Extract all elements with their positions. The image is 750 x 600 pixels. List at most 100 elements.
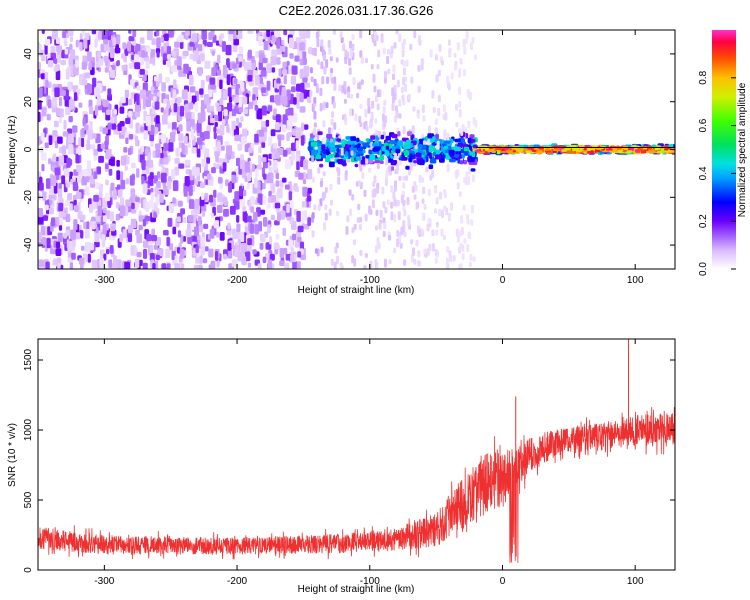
heatmap-cell [293, 97, 297, 105]
heatmap-cell [149, 172, 154, 180]
heatmap-cell [154, 186, 158, 197]
heatmap-cell [263, 40, 269, 51]
heatmap-cell [119, 171, 124, 181]
heatmap-cell [393, 186, 397, 192]
heatmap-cell [52, 130, 58, 137]
heatmap-cell [470, 139, 476, 143]
heatmap-cell [385, 135, 391, 141]
heatmap-cell [176, 106, 180, 116]
heatmap-cell [400, 86, 404, 94]
heatmap-cell [152, 263, 156, 269]
heatmap-cell [162, 114, 168, 125]
colorbar-tick-label: 0.2 [698, 214, 709, 228]
heatmap-cell [428, 164, 434, 170]
heatmap-cell [307, 187, 312, 194]
heatmap-cell [351, 43, 355, 52]
heatmap-cell [150, 192, 154, 201]
heatmap-cell [174, 263, 181, 269]
heatmap-cell [354, 163, 359, 168]
heatmap-cell [119, 106, 125, 114]
heatmap-cell [81, 30, 86, 36]
heatmap-cell [403, 209, 407, 217]
heatmap-cell [276, 78, 281, 84]
heatmap-cell [361, 171, 365, 180]
heatmap-cell [359, 103, 363, 109]
heatmap-cell [336, 159, 343, 163]
heatmap-cell [439, 191, 443, 200]
heatmap-cell [258, 154, 262, 165]
heatmap-cell [279, 248, 285, 258]
heatmap-cell [359, 216, 363, 223]
heatmap-cell [81, 169, 88, 177]
heatmap-cell [418, 143, 423, 150]
heatmap-cell [239, 185, 243, 197]
heatmap-cell [142, 262, 148, 269]
heatmap-cell [197, 44, 203, 52]
heatmap-cell [342, 43, 346, 52]
heatmap-cell [325, 149, 330, 156]
heatmap-cell [191, 166, 197, 176]
heatmap-cell [391, 87, 395, 97]
heatmap-cell [236, 157, 241, 167]
heatmap-cell [78, 102, 83, 108]
heatmap-cell [155, 115, 160, 124]
heatmap-cell [316, 38, 320, 48]
colorbar-tick-label: 0.6 [698, 118, 709, 132]
heatmap-cell [313, 122, 317, 128]
heatmap-cell [260, 234, 266, 242]
colorbar: 0.0 0.2 0.4 0.6 0.8 Normalized spectral ampl… [698, 30, 748, 276]
heatmap-x-ticks: -300 -200 -100 0 100 [94, 30, 644, 286]
heatmap-cell [319, 103, 323, 112]
heatmap-cell [296, 161, 300, 171]
heatmap-cell [213, 130, 217, 140]
heatmap-cell [124, 165, 128, 171]
heatmap-cell [371, 199, 375, 209]
heatmap-cell [52, 258, 58, 266]
heatmap-cell [385, 145, 390, 150]
heatmap-cell [418, 39, 422, 46]
heatmap-cell [267, 259, 273, 269]
heatmap-cell [231, 174, 236, 184]
heatmap-cell [110, 69, 116, 79]
heatmap-cell [288, 191, 293, 201]
heatmap-cell [115, 202, 120, 209]
heatmap-cell [663, 145, 669, 149]
heatmap-cell [223, 70, 227, 78]
heatmap-cell [167, 122, 172, 129]
heatmap-cell [202, 258, 208, 264]
heatmap-cell [204, 60, 211, 69]
heatmap-cell [358, 115, 362, 124]
heatmap-cell [167, 181, 172, 190]
heatmap-cell [329, 56, 333, 62]
heatmap-cell [174, 157, 180, 164]
heatmap-cell [368, 205, 372, 215]
heatmap-cell [441, 60, 444, 66]
heatmap-cell [216, 105, 222, 112]
heatmap-cell [388, 234, 392, 241]
heatmap-cell [65, 213, 71, 223]
heatmap-cell [421, 177, 425, 183]
heatmap-cell [178, 124, 183, 132]
heatmap-cell [290, 75, 297, 85]
heatmap-cell [200, 79, 205, 90]
heatmap-cell [60, 90, 66, 96]
heatmap-cell [83, 124, 89, 131]
heatmap-cell [289, 53, 294, 59]
heatmap-cell [68, 99, 75, 110]
heatmap-cell [166, 54, 171, 60]
heatmap-cell [254, 224, 259, 235]
heatmap-cell [256, 164, 262, 170]
heatmap-cell [105, 179, 109, 186]
heatmap-cell [188, 199, 195, 209]
heatmap-cell [336, 138, 341, 142]
heatmap-cell [396, 238, 400, 248]
heatmap-cell [260, 209, 266, 215]
heatmap-cell [256, 108, 263, 120]
heatmap-cell [41, 164, 45, 172]
heatmap-cell [171, 65, 178, 73]
heatmap-cell [94, 38, 98, 48]
heatmap-cell [236, 117, 240, 125]
heatmap-cell [150, 187, 154, 193]
heatmap-cell [120, 179, 126, 190]
heatmap-cell [309, 137, 314, 142]
